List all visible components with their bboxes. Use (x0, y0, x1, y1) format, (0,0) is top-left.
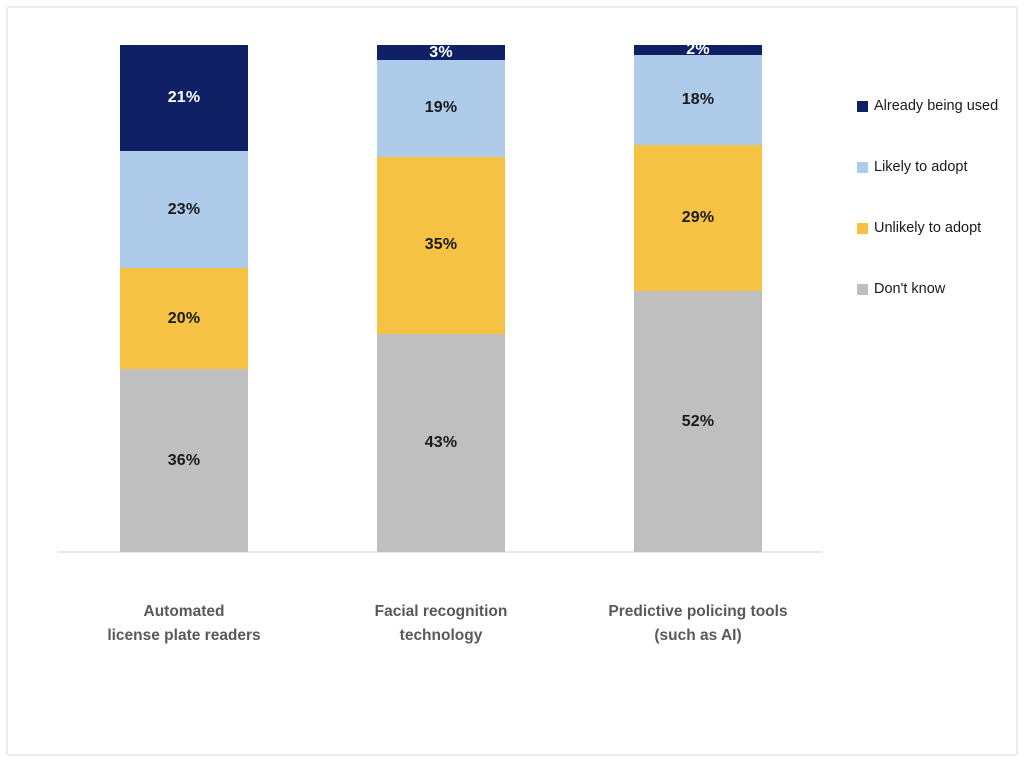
legend-label: Don't know (874, 281, 946, 297)
segment-value-label: 29% (681, 209, 715, 227)
legend-swatch-icon (857, 161, 868, 173)
legend: Already being used Likely to adopt Unlikel… (857, 96, 998, 299)
category-label-line2: (such as AI) (654, 627, 742, 644)
legend-swatch-icon (857, 222, 868, 234)
bar-segment: 23% (120, 151, 248, 269)
bar-segment: 36% (120, 369, 248, 552)
bar-segment: 52% (634, 290, 762, 553)
category-label: Automated license plate readers (44, 600, 324, 648)
legend-item: Don't know (857, 279, 998, 299)
category-label-line2: technology (399, 627, 483, 644)
bar-segment: 3% (377, 43, 505, 61)
bar-segment: 19% (377, 60, 505, 157)
x-axis-baseline (57, 551, 823, 553)
bar-segment: 35% (377, 156, 505, 334)
stacked-bar: 3% 19% 35% 43% (377, 43, 505, 552)
legend-item: Likely to adopt (857, 157, 998, 177)
segment-value-label: 19% (424, 99, 458, 117)
legend-label: Already being used (874, 98, 999, 114)
stacked-bar: 2% 18% 29% 52% (634, 41, 762, 553)
legend-label: Likely to adopt (874, 159, 968, 175)
bar-segment: 29% (634, 145, 762, 291)
bar-segment: 43% (377, 333, 505, 552)
category-label-line1: Automated (143, 603, 225, 620)
legend-item: Unlikely to adopt (857, 218, 998, 238)
segment-value-label: 52% (681, 412, 715, 430)
segment-value-label: 18% (681, 91, 715, 109)
segment-value-label: 23% (167, 200, 201, 218)
category-label: Predictive policing tools (such as AI) (558, 600, 838, 648)
segment-value-label: 2% (686, 41, 710, 59)
segment-value-label: 36% (167, 451, 201, 469)
legend-item: Already being used (857, 96, 998, 116)
legend-label: Unlikely to adopt (874, 220, 982, 236)
legend-swatch-icon (857, 283, 868, 295)
category-label-line1: Predictive policing tools (608, 603, 788, 620)
segment-value-label: 35% (424, 236, 458, 254)
bar-segment: 21% (120, 45, 248, 152)
bar-segment: 18% (634, 55, 762, 146)
bar-segment: 20% (120, 268, 248, 370)
stacked-bar: 21% 23% 20% 36% (120, 45, 248, 552)
segment-value-label: 21% (167, 89, 201, 107)
segment-value-label: 43% (424, 433, 458, 451)
category-label-line2: license plate readers (107, 627, 261, 644)
legend-swatch-icon (857, 100, 868, 112)
segment-value-label: 3% (429, 43, 453, 61)
category-label-line1: Facial recognition (374, 603, 508, 620)
segment-value-label: 20% (167, 309, 201, 327)
category-label: Facial recognition technology (301, 600, 581, 648)
bar-segment: 2% (634, 41, 762, 59)
